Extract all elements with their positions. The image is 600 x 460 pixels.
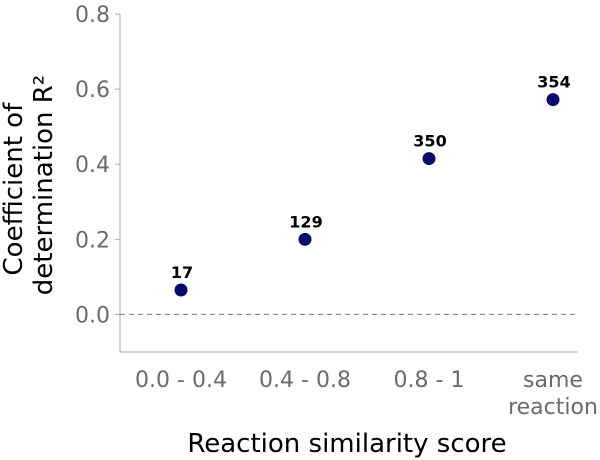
x-tick-label: 0.0 - 0.4	[135, 368, 227, 393]
y-tick-label: 0.2	[75, 228, 110, 253]
data-label: 17	[171, 263, 193, 282]
y-axis-title-line-1: Coefficient of	[0, 102, 29, 276]
data-point	[546, 93, 560, 107]
data-points	[174, 93, 560, 297]
data-label: 129	[289, 212, 322, 231]
y-tick-label: 0.6	[75, 78, 110, 103]
x-tick-label-line: 0.4 - 0.8	[259, 368, 351, 393]
data-point	[174, 283, 188, 297]
x-tick-label-line: reaction	[508, 395, 598, 420]
x-tick-label: 0.4 - 0.8	[259, 368, 351, 393]
x-tick-label-line: 0.8 - 1	[394, 368, 465, 393]
data-label: 350	[413, 132, 446, 151]
data-labels: 17 129 350 354	[171, 73, 571, 282]
data-point	[298, 232, 312, 246]
y-tick-label: 0.0	[75, 303, 110, 328]
data-label: 354	[537, 73, 570, 92]
y-axis-title: Coefficient of determination R²	[0, 75, 59, 295]
x-tick-label-line: same	[523, 368, 583, 393]
y-tick-labels: 0.0 0.2 0.4 0.6 0.8	[75, 3, 120, 328]
y-tick-label: 0.8	[75, 3, 110, 28]
x-tick-label-line: 0.0 - 0.4	[135, 368, 227, 393]
axes	[119, 14, 578, 353]
y-axis-title-line-2: determination R²	[29, 75, 59, 295]
data-point	[422, 152, 436, 166]
x-axis-title: Reaction similarity score	[187, 429, 506, 459]
x-tick-labels: 0.0 - 0.4 0.4 - 0.8 0.8 - 1 same reaction	[135, 368, 598, 420]
x-tick-label: 0.8 - 1	[394, 368, 465, 393]
x-tick-label: same reaction	[508, 368, 598, 420]
y-tick-label: 0.4	[75, 153, 110, 178]
